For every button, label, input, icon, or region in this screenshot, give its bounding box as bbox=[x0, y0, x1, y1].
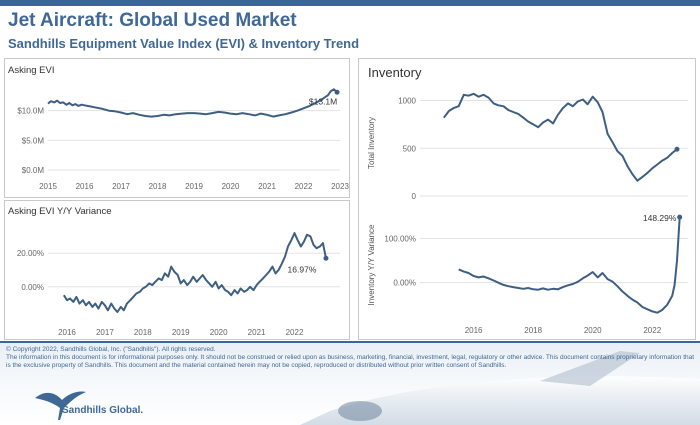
asking-evi-yoy-chart: 0.00% 20.00% 2016 2017 2018 2019 2020 2021 2022 1… bbox=[17, 232, 340, 337]
series-endpoint bbox=[674, 146, 680, 152]
series-line bbox=[458, 217, 681, 314]
y-tick-label: $5.0M bbox=[22, 136, 45, 145]
page-subtitle: Sandhills Equipment Value Index (EVI) & … bbox=[8, 36, 360, 51]
y-axis-label: Inventory Y/Y Variance bbox=[367, 224, 376, 305]
logo-text: Sandhills Global. bbox=[62, 405, 144, 416]
x-tick-label: 2021 bbox=[258, 182, 276, 191]
footer-divider bbox=[0, 341, 700, 343]
y-tick-label: 0.00% bbox=[21, 283, 44, 292]
y-tick-label: 0.00% bbox=[393, 279, 416, 288]
series-line bbox=[443, 92, 678, 182]
x-tick-label: 2019 bbox=[185, 182, 203, 191]
y-tick-label: 100.00% bbox=[384, 235, 416, 244]
inventory-chart: 0 500 1000 Total Inventory bbox=[367, 92, 688, 201]
airplane-graphic bbox=[300, 351, 700, 425]
asking-evi-yoy-panel bbox=[4, 200, 350, 340]
page-title: Jet Aircraft: Global Used Market bbox=[8, 10, 297, 31]
asking-evi-chart: $0.0M $5.0M $10.0M 2015 2016 2017 2018 2019 2020… bbox=[17, 88, 349, 191]
x-tick-label: 2022 bbox=[643, 326, 661, 335]
y-tick-label: $10.0M bbox=[17, 107, 44, 116]
copyright-text: © Copyright 2022, Sandhills Global, Inc.… bbox=[6, 346, 216, 353]
x-tick-label: 2019 bbox=[172, 328, 190, 337]
data-label: 16.97% bbox=[288, 264, 317, 274]
x-tick-label: 2017 bbox=[96, 328, 114, 337]
series-endpoint bbox=[323, 255, 329, 261]
x-tick-label: 2018 bbox=[149, 182, 167, 191]
y-tick-label: $0.0M bbox=[22, 166, 45, 175]
x-tick-label: 2022 bbox=[295, 182, 313, 191]
x-tick-label: 2020 bbox=[210, 328, 228, 337]
x-tick-label: 2021 bbox=[248, 328, 266, 337]
x-tick-label: 2017 bbox=[112, 182, 130, 191]
inventory-yoy-chart: 0.00% 100.00% 2016 2018 2020 2022 Inventory Y/… bbox=[367, 213, 688, 335]
x-tick-label: 2016 bbox=[465, 326, 483, 335]
y-tick-label: 1000 bbox=[398, 97, 416, 106]
series-line bbox=[63, 232, 327, 313]
x-tick-label: 2022 bbox=[286, 328, 304, 337]
x-tick-label: 2015 bbox=[39, 182, 57, 191]
asking-evi-panel bbox=[4, 58, 350, 198]
asking-evi-title: Asking EVI bbox=[8, 65, 55, 76]
inventory-panel bbox=[358, 58, 696, 340]
series-endpoint bbox=[334, 89, 340, 95]
x-tick-label: 2016 bbox=[76, 182, 94, 191]
sandhills-logo-icon bbox=[35, 391, 86, 420]
x-tick-label: 2020 bbox=[222, 182, 240, 191]
disclaimer-text: The information in this document is for … bbox=[6, 354, 695, 369]
series-line bbox=[47, 88, 338, 118]
x-tick-label: 2020 bbox=[584, 326, 602, 335]
inventory-heading: Inventory bbox=[368, 65, 422, 80]
data-label: 148.29% bbox=[643, 213, 677, 223]
asking-evi-yoy-title: Asking EVI Y/Y Variance bbox=[8, 206, 112, 217]
top-accent-bar bbox=[0, 0, 700, 6]
footer-background bbox=[0, 341, 700, 425]
series-endpoint bbox=[677, 214, 683, 220]
data-label: $13.1M bbox=[309, 96, 337, 106]
x-tick-label: 2018 bbox=[134, 328, 152, 337]
x-tick-label: 2023 bbox=[331, 182, 349, 191]
y-tick-label: 0 bbox=[412, 192, 417, 201]
y-tick-label: 20.00% bbox=[17, 249, 44, 258]
y-tick-label: 500 bbox=[403, 144, 417, 153]
x-tick-label: 2016 bbox=[58, 328, 76, 337]
x-tick-label: 2018 bbox=[524, 326, 542, 335]
y-axis-label: Total Inventory bbox=[367, 117, 376, 169]
